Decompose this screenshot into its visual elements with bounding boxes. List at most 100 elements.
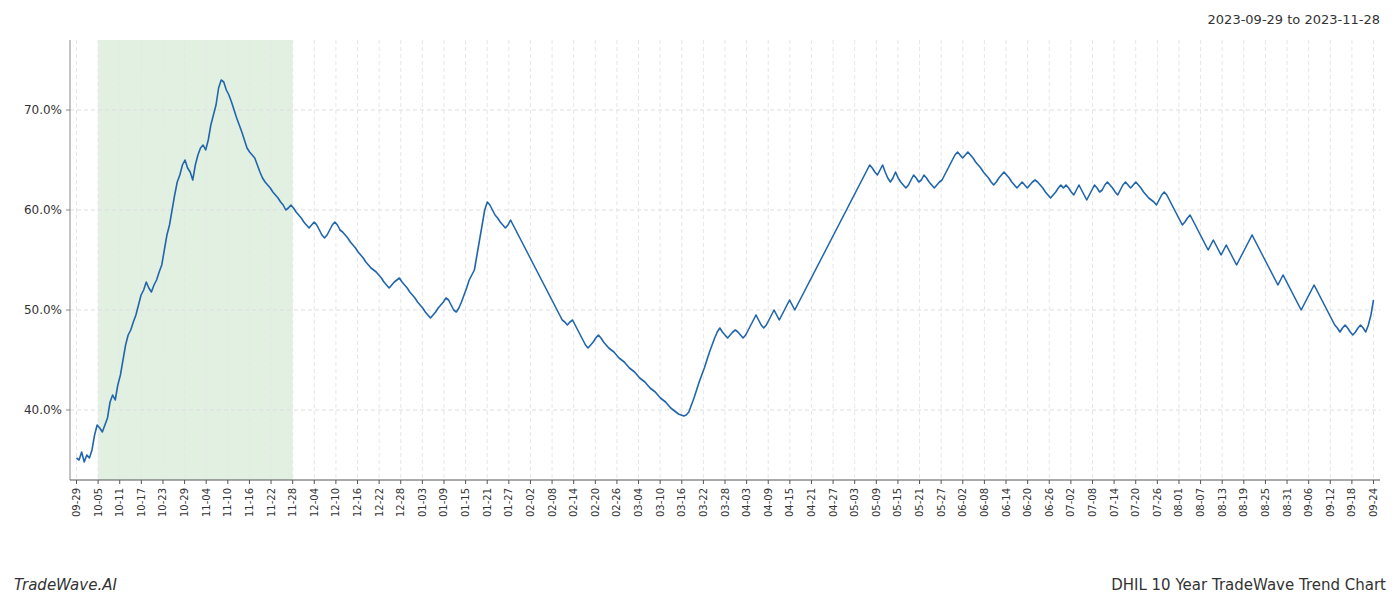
- x-tick-label: 02-02: [525, 488, 536, 517]
- x-grid-line: [206, 40, 207, 480]
- x-tick: [1373, 480, 1374, 484]
- x-tick-label: 03-16: [676, 488, 687, 517]
- x-grid-line: [1222, 40, 1223, 480]
- x-tick: [206, 480, 207, 484]
- x-grid-line: [271, 40, 272, 480]
- x-tick-label: 10-11: [114, 488, 125, 517]
- x-tick: [76, 480, 77, 484]
- x-tick-label: 06-26: [1044, 488, 1055, 517]
- x-tick-label: 12-04: [309, 488, 320, 517]
- subtitle: 2023-09-29 to 2023-11-28: [1208, 12, 1380, 27]
- x-tick: [1222, 480, 1223, 484]
- x-tick-label: 12-16: [352, 488, 363, 517]
- x-grid-line: [1092, 40, 1093, 480]
- x-tick: [422, 480, 423, 484]
- x-grid-line: [1178, 40, 1179, 480]
- x-grid-line: [746, 40, 747, 480]
- x-tick: [1114, 480, 1115, 484]
- x-tick: [1351, 480, 1352, 484]
- x-tick: [400, 480, 401, 484]
- x-tick: [1330, 480, 1331, 484]
- x-tick: [1070, 480, 1071, 484]
- x-grid-line: [465, 40, 466, 480]
- x-tick: [141, 480, 142, 484]
- y-tick-label: 60.0%: [24, 203, 62, 217]
- x-tick: [616, 480, 617, 484]
- x-tick-label: 04-27: [828, 488, 839, 517]
- x-tick: [357, 480, 358, 484]
- x-tick: [833, 480, 834, 484]
- x-tick: [962, 480, 963, 484]
- x-tick-label: 02-08: [547, 488, 558, 517]
- x-grid-line: [681, 40, 682, 480]
- x-tick: [681, 480, 682, 484]
- x-grid-line: [573, 40, 574, 480]
- x-tick: [746, 480, 747, 484]
- y-tick-label: 50.0%: [24, 303, 62, 317]
- x-tick-label: 07-26: [1152, 488, 1163, 517]
- x-tick: [1157, 480, 1158, 484]
- x-grid-line: [400, 40, 401, 480]
- x-tick-label: 05-15: [892, 488, 903, 517]
- y-tick: [66, 210, 70, 211]
- x-grid-line: [876, 40, 877, 480]
- x-grid-line: [854, 40, 855, 480]
- x-grid-line: [1330, 40, 1331, 480]
- x-tick: [1178, 480, 1179, 484]
- y-tick: [66, 310, 70, 311]
- x-tick-label: 06-02: [957, 488, 968, 517]
- x-tick: [314, 480, 315, 484]
- x-tick: [811, 480, 812, 484]
- x-tick: [227, 480, 228, 484]
- x-grid-line: [768, 40, 769, 480]
- y-axis-line: [70, 40, 71, 480]
- x-tick-label: 03-22: [698, 488, 709, 517]
- trend-line: [76, 80, 1373, 462]
- x-grid-line: [1006, 40, 1007, 480]
- y-grid-line: [70, 410, 1380, 411]
- x-tick: [379, 480, 380, 484]
- x-tick: [703, 480, 704, 484]
- x-tick-label: 01-15: [460, 488, 471, 517]
- x-tick: [443, 480, 444, 484]
- x-grid-line: [292, 40, 293, 480]
- x-tick-label: 08-13: [1217, 488, 1228, 517]
- x-tick-label: 11-10: [222, 488, 233, 517]
- x-tick-label: 01-03: [417, 488, 428, 517]
- x-tick: [184, 480, 185, 484]
- x-tick-label: 06-08: [979, 488, 990, 517]
- x-tick-label: 02-14: [568, 488, 579, 517]
- x-tick-label: 11-16: [244, 488, 255, 517]
- x-tick: [1265, 480, 1266, 484]
- x-tick: [1027, 480, 1028, 484]
- y-tick-label: 40.0%: [24, 403, 62, 417]
- x-grid-line: [1351, 40, 1352, 480]
- x-grid-line: [1049, 40, 1050, 480]
- x-grid-line: [249, 40, 250, 480]
- chart: 40.0%50.0%60.0%70.0%09-2910-0510-1110-17…: [0, 0, 1400, 600]
- x-tick: [249, 480, 250, 484]
- x-grid-line: [1135, 40, 1136, 480]
- chart-container: 40.0%50.0%60.0%70.0%09-2910-0510-1110-17…: [0, 0, 1400, 600]
- x-tick-label: 10-05: [93, 488, 104, 517]
- x-tick: [768, 480, 769, 484]
- x-tick-label: 05-21: [914, 488, 925, 517]
- x-tick-label: 07-14: [1109, 488, 1120, 517]
- x-grid-line: [595, 40, 596, 480]
- x-tick-label: 07-02: [1065, 488, 1076, 517]
- x-grid-line: [552, 40, 553, 480]
- x-tick: [984, 480, 985, 484]
- x-tick: [508, 480, 509, 484]
- x-grid-line: [357, 40, 358, 480]
- x-grid-line: [508, 40, 509, 480]
- x-tick: [162, 480, 163, 484]
- x-tick-label: 01-21: [482, 488, 493, 517]
- x-tick: [1006, 480, 1007, 484]
- x-grid-line: [98, 40, 99, 480]
- x-tick-label: 05-09: [871, 488, 882, 517]
- x-grid-line: [487, 40, 488, 480]
- x-tick: [487, 480, 488, 484]
- x-tick-label: 02-26: [611, 488, 622, 517]
- x-tick-label: 09-24: [1368, 488, 1379, 517]
- x-tick: [876, 480, 877, 484]
